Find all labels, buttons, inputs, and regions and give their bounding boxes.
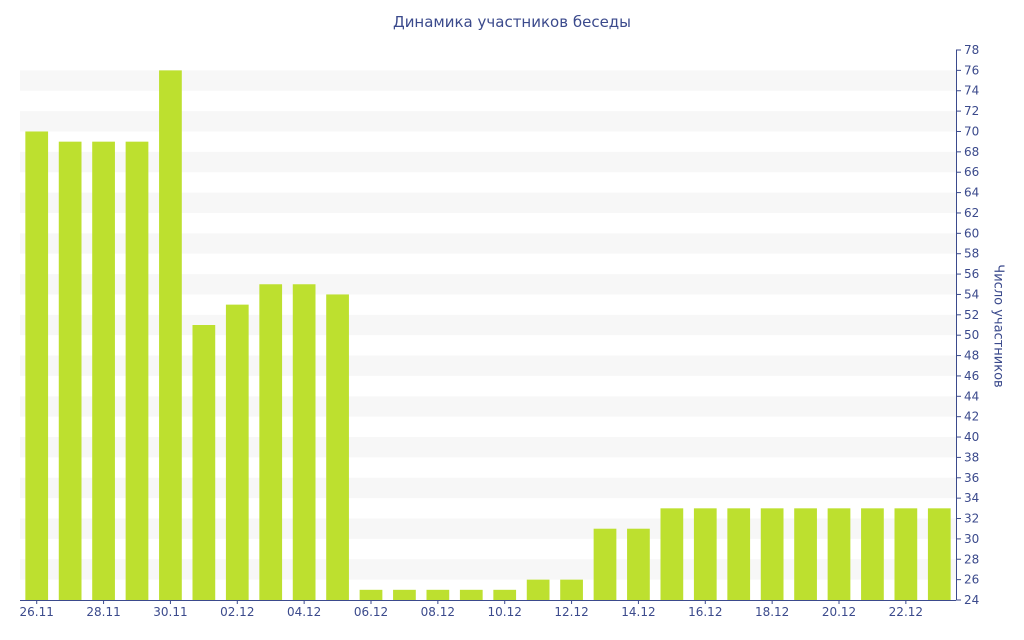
grid-band <box>20 233 956 254</box>
y-tick-label: 68 <box>964 145 979 159</box>
bars-group <box>25 70 951 601</box>
y-tick-label: 38 <box>964 450 979 464</box>
y-tick-label: 52 <box>964 308 979 322</box>
grid-band <box>20 396 956 417</box>
bar[interactable] <box>125 141 149 600</box>
grid-band <box>20 355 956 376</box>
y-tick-label: 74 <box>964 84 979 98</box>
grid-band <box>20 437 956 458</box>
grid-band <box>20 192 956 213</box>
y-tick-label: 26 <box>964 573 979 587</box>
bar[interactable] <box>760 508 784 600</box>
x-tick-label: 22.12 <box>889 605 923 619</box>
bar[interactable] <box>326 294 349 600</box>
bar[interactable] <box>827 508 851 600</box>
bar[interactable] <box>225 304 249 600</box>
bar[interactable] <box>393 589 416 600</box>
grid-band <box>20 70 956 91</box>
bar[interactable] <box>693 508 717 600</box>
y-tick-label: 78 <box>964 43 979 57</box>
bar[interactable] <box>92 141 115 600</box>
y-tick-label: 40 <box>964 430 979 444</box>
x-tick-label: 16.12 <box>688 605 722 619</box>
y-tick-label: 72 <box>964 104 979 118</box>
y-tick-label: 66 <box>964 165 979 179</box>
y-tick-label: 58 <box>964 247 979 261</box>
bar[interactable] <box>660 508 684 600</box>
y-tick-label: 50 <box>964 328 979 342</box>
bar[interactable] <box>58 141 82 600</box>
x-tick-label: 30.11 <box>153 605 187 619</box>
x-tick-label: 12.12 <box>554 605 588 619</box>
grid-band <box>20 477 956 499</box>
y-tick-label: 70 <box>964 124 979 138</box>
x-tick-label: 28.11 <box>86 605 120 619</box>
x-tick-label: 26.11 <box>20 605 54 619</box>
bar[interactable] <box>560 579 583 600</box>
x-tick-label: 04.12 <box>287 605 321 619</box>
grid-band <box>20 314 956 336</box>
bar[interactable] <box>459 589 483 600</box>
bar[interactable] <box>292 284 316 600</box>
x-tick-label: 20.12 <box>822 605 856 619</box>
x-tick-label: 06.12 <box>354 605 388 619</box>
y-tick-label: 46 <box>964 369 979 383</box>
x-tick-label: 14.12 <box>621 605 655 619</box>
x-ticks-group: 26.11 28.11 30.11 02.12 04.12 06.12 08.12 10.12… <box>20 600 923 619</box>
y-tick-label: 56 <box>964 267 979 281</box>
axes-group <box>20 50 957 601</box>
grid-band <box>20 151 956 173</box>
y-tick-label: 24 <box>964 593 979 607</box>
y-tick-label: 64 <box>964 186 979 200</box>
y-tick-label: 28 <box>964 552 979 566</box>
y-tick-label: 34 <box>964 491 979 505</box>
bar[interactable] <box>359 589 383 600</box>
y-tick-label: 42 <box>964 410 979 424</box>
y-tick-label: 44 <box>964 389 979 403</box>
grid-band <box>20 518 956 539</box>
y-tick-label: 62 <box>964 206 979 220</box>
chart-title: Динамика участников беседы <box>392 13 632 31</box>
bar[interactable] <box>526 579 550 600</box>
bar[interactable] <box>259 284 283 600</box>
bar[interactable] <box>493 589 517 600</box>
grid-bands <box>20 70 956 580</box>
x-tick-label: 02.12 <box>220 605 254 619</box>
bar[interactable] <box>727 508 751 600</box>
grid-band <box>20 111 956 132</box>
bar[interactable] <box>794 508 817 600</box>
bar[interactable] <box>593 528 617 600</box>
y-tick-label: 36 <box>964 471 979 485</box>
y-ticks-group: 24 26 28 30 32 34 36 38 40 42 44 46 48 50 52 54 56 58 60 62… <box>956 43 979 607</box>
grid-band <box>20 274 956 295</box>
bar[interactable] <box>894 508 918 600</box>
x-tick-label: 08.12 <box>421 605 455 619</box>
bar[interactable] <box>192 325 216 600</box>
grid-band <box>20 559 956 580</box>
bar[interactable] <box>861 508 884 600</box>
bar[interactable] <box>627 528 650 600</box>
y-tick-label: 48 <box>964 349 979 363</box>
x-tick-label: 10.12 <box>488 605 522 619</box>
y-tick-label: 60 <box>964 226 979 240</box>
bar[interactable] <box>426 589 450 600</box>
y-tick-label: 30 <box>964 532 979 546</box>
bar[interactable] <box>25 131 49 600</box>
bar[interactable] <box>927 508 951 600</box>
y-tick-label: 32 <box>964 512 979 526</box>
bar[interactable] <box>159 70 182 601</box>
y-tick-label: 76 <box>964 63 979 77</box>
x-tick-label: 18.12 <box>755 605 789 619</box>
y-tick-label: 54 <box>964 287 979 301</box>
